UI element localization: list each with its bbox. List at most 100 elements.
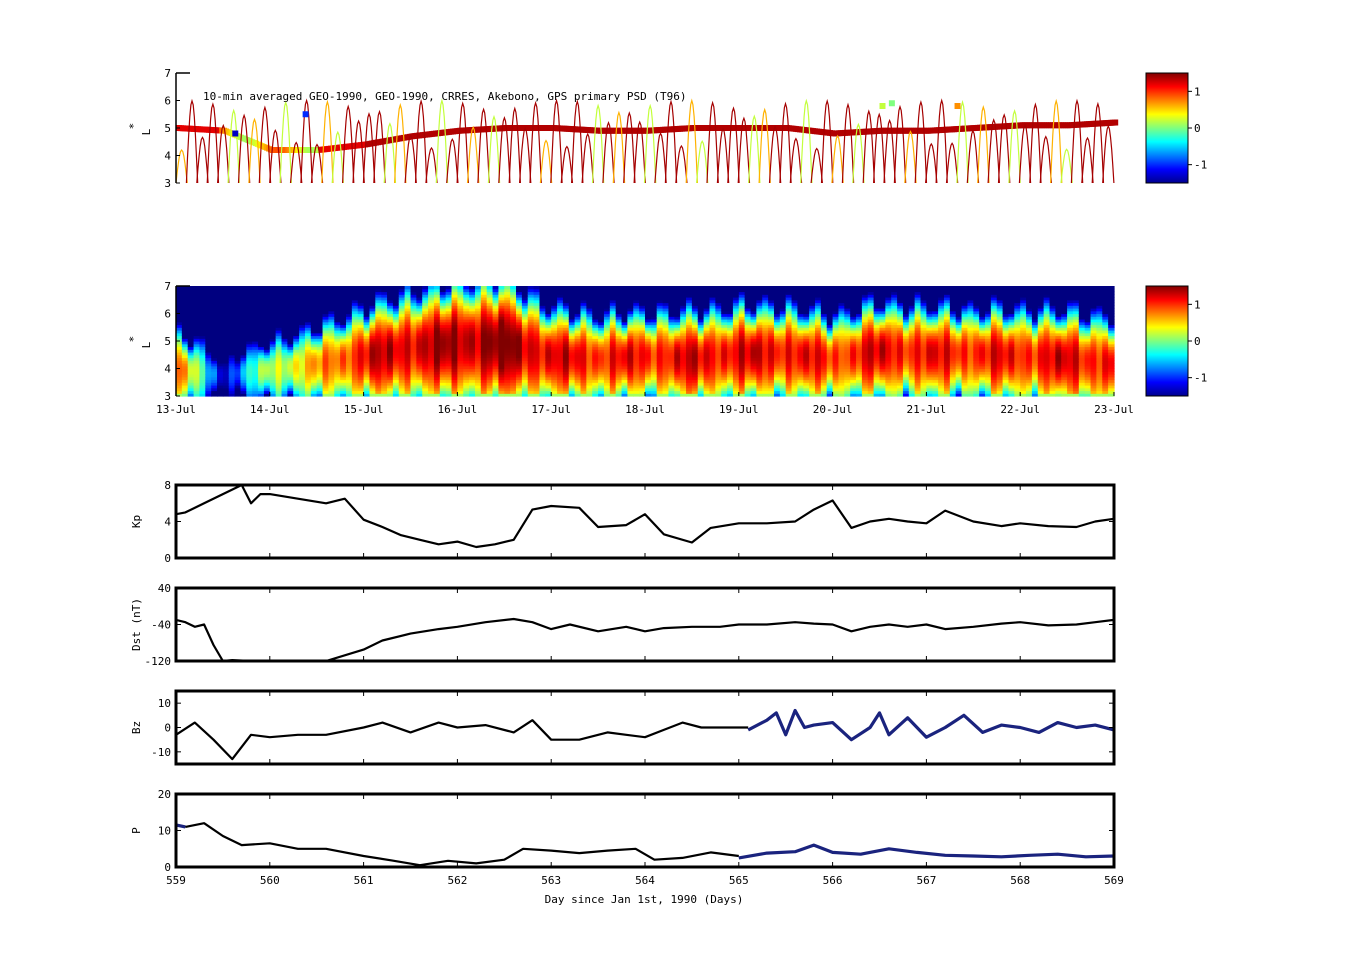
heatmap-cell [680, 382, 687, 386]
heatmap-cell [416, 330, 423, 334]
heatmap-cell [498, 321, 505, 326]
heatmap-cell [445, 374, 453, 378]
heatmap-cell [416, 354, 423, 359]
heatmap-cell [691, 360, 699, 364]
heatmap-cell [228, 360, 236, 364]
heatmap-cell [504, 305, 511, 309]
heatmap-cell [592, 294, 599, 298]
heatmap-cell [703, 387, 711, 392]
heatmap-cell [686, 297, 693, 301]
heatmap-cell [357, 316, 365, 320]
heatmap-cell [299, 332, 306, 337]
heatmap-cell [469, 390, 476, 394]
heatmap-cell [398, 297, 406, 301]
heatmap-cell [205, 338, 212, 342]
heatmap-cell [562, 335, 570, 339]
heatmap-cell [510, 352, 517, 356]
heatmap-cell [439, 349, 447, 353]
heatmap-cell [510, 349, 517, 353]
heatmap-cell [598, 354, 605, 359]
heatmap-cell [258, 330, 265, 334]
heatmap-cell [457, 343, 464, 348]
heatmap-cell [211, 313, 218, 317]
heatmap-cell [369, 393, 376, 397]
heatmap-cell [445, 286, 453, 290]
heatmap-cell [557, 393, 564, 397]
heatmap-cell [346, 346, 353, 350]
heatmap-cell [498, 297, 505, 301]
heatmap-cell [410, 341, 417, 345]
heatmap-cell [416, 294, 423, 298]
heatmap-cell [674, 302, 681, 306]
heatmap-cell [246, 286, 253, 290]
heatmap-cell [691, 294, 699, 298]
heatmap-cell [545, 324, 552, 328]
heatmap-cell [674, 343, 681, 348]
heatmap-cell [381, 286, 388, 290]
heatmap-cell [193, 332, 201, 337]
heatmap-cell [662, 374, 670, 378]
heatmap-cell [516, 297, 523, 301]
heatmap-cell [252, 288, 259, 293]
heatmap-cell [369, 354, 376, 359]
heatmap-cell [633, 343, 640, 348]
heatmap-cell [586, 338, 593, 342]
heatmap-cell [803, 335, 810, 339]
heatmap-cell [727, 332, 734, 337]
heatmap-cell [650, 371, 658, 375]
heatmap-cell [738, 390, 746, 394]
heatmap-cell [785, 393, 793, 397]
heatmap-cell [586, 376, 593, 381]
heatmap-cell [211, 286, 218, 290]
heatmap-cell [433, 363, 441, 367]
heatmap-cell [258, 297, 265, 301]
heatmap-cell [381, 352, 388, 356]
heatmap-cell [527, 305, 535, 309]
heatmap-cell [797, 308, 804, 312]
heatmap-cell [181, 346, 189, 350]
heatmap-cell [715, 363, 722, 367]
heatmap-cell [639, 302, 646, 306]
heatmap-cell [586, 294, 593, 298]
heatmap-cell [750, 305, 757, 309]
heatmap-cell [721, 354, 728, 359]
heatmap-cell [686, 299, 693, 304]
psd-crossing-trace [1102, 124, 1115, 184]
heatmap-cell [340, 330, 347, 334]
heatmap-cell [803, 302, 810, 306]
heatmap-cell [785, 360, 793, 364]
heatmap-cell [199, 316, 206, 320]
psd-crossing-trace [1008, 108, 1021, 184]
heatmap-cell [176, 352, 183, 356]
heatmap-cell [433, 310, 441, 315]
heatmap-cell [463, 365, 470, 370]
heatmap-cell [668, 374, 675, 378]
heatmap-cell [709, 316, 716, 320]
heatmap-cell [779, 330, 787, 334]
heatmap-cell [351, 387, 359, 392]
heatmap-cell [615, 310, 623, 315]
heatmap-cell [310, 294, 318, 298]
heatmap-cell [656, 390, 664, 394]
heatmap-cell [205, 341, 212, 345]
heatmap-cell [211, 382, 218, 386]
heatmap-cell [809, 354, 816, 359]
heatmap-cell [691, 321, 699, 326]
heatmap-cell [779, 390, 787, 394]
heatmap-cell [398, 341, 406, 345]
heatmap-cell [709, 338, 716, 342]
heatmap-cell [732, 365, 740, 370]
heatmap-cell [580, 319, 587, 323]
heatmap-cell [568, 346, 576, 350]
heatmap-cell [445, 294, 453, 298]
heatmap-cell [457, 379, 464, 383]
heatmap-cell [433, 313, 441, 317]
heatmap-cell [205, 376, 212, 381]
heatmap-cell [598, 302, 605, 306]
heatmap-cell [551, 385, 558, 389]
heatmap-cell [410, 324, 417, 328]
heatmap-cell [533, 286, 541, 290]
heatmap-cell [375, 365, 382, 370]
heatmap-cell [779, 324, 787, 328]
heatmap-cell [480, 346, 488, 350]
